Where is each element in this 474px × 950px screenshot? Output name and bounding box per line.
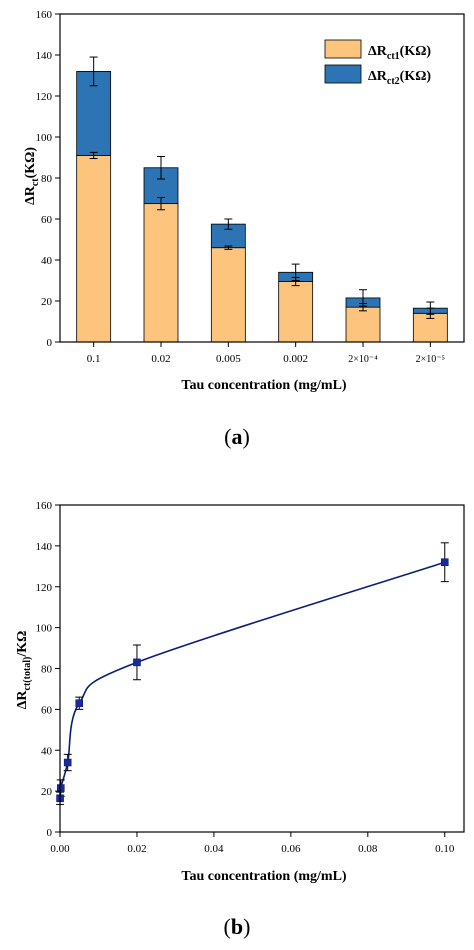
a-xtick-label: 2×10⁻⁴ — [348, 354, 378, 365]
b-xtick-label: 0.02 — [127, 843, 146, 855]
chart-a-stacked-bar: 0 20 40 60 80 100 120 140 160 0.1 0.02 0.005 0.002 2… — [23, 9, 465, 449]
legend-swatch-rct1 — [324, 39, 362, 59]
a-ytick-label: 40 — [41, 255, 53, 267]
errorbar-rct1 — [157, 196, 165, 211]
b-ytick-label: 20 — [41, 786, 53, 798]
legend-swatch-rct2 — [324, 64, 362, 84]
a-ytick-label: 100 — [36, 132, 53, 144]
errorbar-rct2 — [291, 263, 300, 281]
bar-rct1 — [143, 203, 179, 343]
b-y-axis-ticks: 0 20 40 60 80 100 120 140 160 — [36, 500, 60, 839]
errorbar-rct1 — [224, 245, 233, 250]
errorbar-rct2 — [359, 289, 367, 307]
b-y-axis-label: ΔRct(total)/KΩ — [15, 631, 33, 710]
a-legend: ΔRct1(KΩ) ΔRct2(KΩ) — [324, 39, 431, 87]
a-x-axis-label: Tau concentration (mg/mL) — [181, 378, 346, 393]
a-xtick-label: 0.002 — [283, 353, 308, 365]
b-ytick-label: 40 — [41, 745, 53, 757]
a-xtick-label: 0.005 — [216, 353, 241, 365]
b-ytick-label: 80 — [41, 664, 53, 676]
bar-rct1 — [210, 247, 246, 343]
bar-rct1 — [278, 281, 314, 343]
b-xtick-label: 0.10 — [435, 843, 455, 855]
a-y-axis-ticks: 0 20 40 60 80 100 120 140 160 — [36, 9, 60, 349]
b-data-point — [440, 558, 449, 567]
a-ytick-label: 20 — [41, 296, 53, 308]
b-data-point — [75, 699, 84, 708]
a-ytick-label: 60 — [41, 214, 53, 226]
a-errorbars-layer — [89, 56, 435, 319]
a-ytick-label: 140 — [36, 50, 53, 62]
b-data-point — [56, 784, 65, 792]
b-xtick-label: 0.04 — [204, 843, 224, 855]
errorbar-rct2 — [157, 155, 165, 180]
panel-label-b: (b) — [224, 914, 251, 939]
b-points-layer — [56, 558, 449, 803]
a-x-axis-ticks: 0.1 0.02 0.005 0.002 2×10⁻⁴ 2×10⁻⁵ — [87, 342, 445, 365]
b-xtick-label: 0.08 — [358, 843, 378, 855]
b-errorbars-layer — [56, 542, 449, 805]
a-bars-layer — [76, 71, 448, 343]
legend-label-rct2: ΔRct2(KΩ) — [368, 69, 431, 87]
b-ytick-label: 0 — [47, 827, 53, 839]
b-x-axis-ticks: 0.00 0.02 0.04 0.06 0.08 0.10 — [50, 832, 455, 855]
a-plot-frame — [59, 13, 465, 343]
b-ytick-label: 120 — [36, 582, 53, 594]
a-xtick-label: 0.1 — [87, 353, 101, 365]
b-xtick-label: 0.06 — [281, 843, 301, 855]
a-y-axis-label: ΔRct(KΩ) — [23, 147, 41, 205]
b-ytick-label: 100 — [36, 623, 53, 635]
b-ytick-label: 60 — [41, 704, 53, 716]
b-x-axis-label: Tau concentration (mg/mL) — [181, 869, 346, 884]
a-ytick-label: 80 — [41, 173, 53, 185]
errorbar-rct2 — [224, 218, 233, 230]
panel-label-a: (a) — [224, 424, 250, 449]
b-fit-curve — [59, 561, 446, 799]
a-ytick-label: 120 — [36, 91, 53, 103]
bar-rct1 — [76, 155, 112, 343]
errorbar-rct2 — [89, 56, 98, 87]
bar-rct1 — [345, 306, 381, 343]
a-ytick-label: 160 — [36, 9, 53, 21]
errorbar-rct1 — [89, 151, 98, 160]
b-xtick-label: 0.00 — [50, 843, 70, 855]
a-xtick-label: 2×10⁻⁵ — [416, 354, 445, 365]
b-ytick-label: 140 — [36, 541, 53, 553]
a-xtick-label: 0.02 — [151, 353, 170, 365]
b-data-point — [133, 658, 141, 667]
legend-label-rct1: ΔRct1(KΩ) — [368, 44, 431, 62]
a-ytick-label: 0 — [47, 337, 53, 349]
errorbar-rct2 — [426, 301, 435, 315]
b-ytick-label: 160 — [36, 500, 53, 512]
b-data-point — [63, 758, 72, 767]
